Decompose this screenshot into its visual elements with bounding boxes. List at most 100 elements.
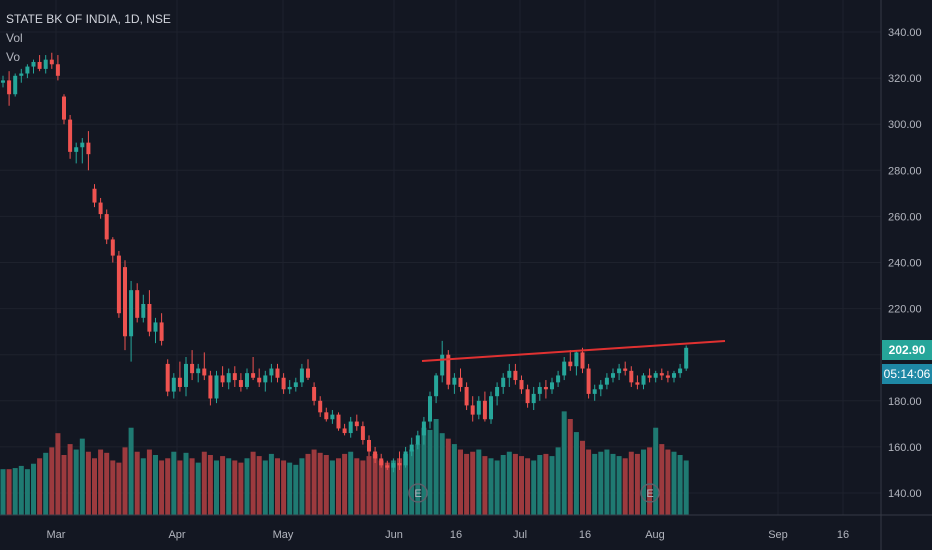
price-tick-label: 160.00 [888, 442, 922, 454]
volume-bar [519, 456, 524, 515]
volume-bar [183, 452, 189, 515]
volume-label-2[interactable]: Vo [6, 50, 21, 64]
candle [165, 363, 170, 392]
candle [635, 382, 640, 385]
candle [238, 380, 243, 387]
volume-bar [427, 429, 433, 515]
candle [665, 375, 670, 378]
price-axis: 340.00 320.00 300.00 280.00 260.00 240.00 220.… [888, 27, 922, 500]
volume-bar [146, 449, 152, 515]
symbol-title[interactable]: STATE BK OF INDIA, 1D, NSE [6, 12, 171, 26]
candle [470, 405, 475, 415]
volume-bar [98, 449, 104, 515]
candle [43, 59, 48, 69]
volume-bar [104, 452, 110, 515]
candle [306, 368, 310, 378]
candle [257, 377, 262, 383]
candle [580, 352, 585, 369]
volume-bar [214, 460, 219, 515]
candle [641, 375, 646, 385]
candle [342, 428, 347, 434]
volume-bar [476, 449, 482, 515]
candle [31, 61, 36, 67]
candle [684, 347, 689, 369]
volume-bar [451, 444, 457, 515]
volume-bar [653, 427, 659, 515]
volume-bar [24, 469, 30, 515]
volume-bar [567, 419, 573, 515]
volume-bar [543, 453, 549, 515]
candle [7, 80, 12, 95]
time-tick-label: Jun [385, 529, 403, 541]
volume-bar [116, 462, 122, 515]
price-tick-label: 340.00 [888, 27, 922, 39]
volume-bar [372, 453, 378, 515]
volume-bar [659, 444, 665, 515]
volume-label[interactable]: Vol [6, 31, 23, 45]
volume-bar [641, 449, 646, 515]
time-tick-label: Jul [513, 529, 527, 541]
volume-bar [329, 460, 335, 515]
candle [299, 368, 304, 383]
svg-text:E: E [414, 488, 421, 500]
volume-bar [281, 460, 287, 515]
volume-bar [275, 458, 280, 515]
volume-bar [177, 460, 183, 515]
last-price-tag: 202.90 [882, 340, 932, 360]
volume-bar [55, 433, 61, 515]
volume-bar [73, 449, 79, 515]
candle [586, 368, 591, 394]
price-tick-label: 260.00 [888, 211, 922, 223]
time-axis: Mar Apr May Jun 16 Jul 16 Aug Sep 16 [47, 529, 850, 541]
candle [629, 370, 634, 383]
svg-text:E: E [646, 488, 653, 500]
volume-bar [592, 453, 598, 515]
candle [336, 414, 341, 429]
volume-bar [445, 438, 451, 515]
event-markers: E E [408, 483, 660, 503]
candle [513, 370, 518, 381]
candle [196, 368, 201, 374]
trend-line [421, 340, 726, 362]
time-tick-label: Aug [645, 529, 665, 541]
candle [263, 375, 268, 383]
candle [62, 96, 66, 120]
volume-bar [128, 427, 134, 515]
volume-bar [525, 458, 531, 515]
candle [501, 377, 506, 387]
volume-bar [604, 449, 610, 515]
volume-bar [189, 458, 195, 515]
candle [184, 363, 188, 387]
candle [1, 80, 5, 83]
candle [208, 375, 213, 399]
candle [647, 375, 652, 378]
earnings-marker-icon: E [640, 483, 660, 503]
candle [623, 368, 628, 371]
volume-bar [250, 451, 256, 515]
volume-bar [323, 455, 329, 515]
time-tick-label: May [273, 529, 294, 541]
price-tick-label: 280.00 [888, 165, 922, 177]
candle [190, 363, 195, 374]
volume-bar [573, 432, 579, 515]
volume-bar [6, 469, 12, 515]
volume-bar [31, 463, 36, 515]
candle [403, 451, 408, 466]
volume-bar [647, 447, 653, 515]
chart-grid [0, 0, 881, 515]
volume-bar [336, 458, 341, 515]
candle [525, 389, 530, 404]
candle [153, 322, 158, 332]
volume-bar [85, 451, 91, 515]
candle [116, 255, 121, 314]
candle [519, 380, 524, 390]
volume-bar [153, 455, 158, 515]
candle [104, 214, 109, 240]
candle [281, 377, 286, 390]
volume-bar [549, 456, 555, 515]
candle [543, 386, 548, 390]
volume-bar [415, 444, 421, 515]
candle [110, 239, 115, 256]
volume-bar [586, 449, 592, 515]
